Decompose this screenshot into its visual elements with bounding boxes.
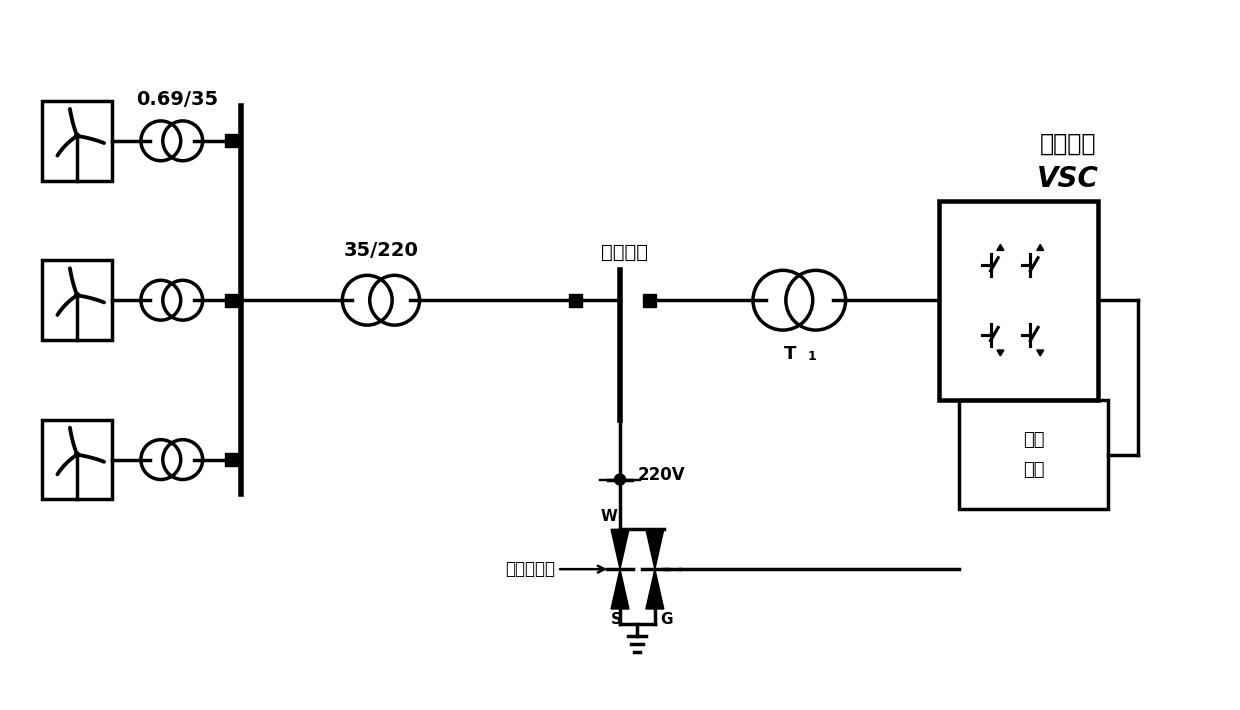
Text: VSC: VSC <box>1038 165 1099 192</box>
Text: W: W <box>600 509 618 524</box>
Bar <box>224 294 238 307</box>
Bar <box>569 294 582 307</box>
Text: 1: 1 <box>807 350 816 363</box>
Bar <box>959 400 1109 509</box>
Bar <box>644 294 656 307</box>
Text: 通道: 通道 <box>1023 461 1044 479</box>
Polygon shape <box>997 244 1004 251</box>
Polygon shape <box>1037 350 1044 356</box>
Text: 35/220: 35/220 <box>343 241 418 261</box>
Polygon shape <box>611 569 629 609</box>
Circle shape <box>615 474 625 485</box>
Text: 通信: 通信 <box>1023 431 1044 449</box>
Bar <box>42 420 112 499</box>
Text: G: G <box>660 612 672 627</box>
Text: S: S <box>611 612 622 627</box>
Bar <box>42 261 112 340</box>
Circle shape <box>74 293 79 297</box>
Bar <box>42 101 112 180</box>
Polygon shape <box>1037 244 1044 251</box>
Polygon shape <box>997 350 1004 356</box>
Polygon shape <box>646 569 663 609</box>
Text: 交流母线: 交流母线 <box>601 244 649 263</box>
Text: 220V: 220V <box>637 466 686 484</box>
Text: 双向晶闸管: 双向晶闸管 <box>505 560 556 578</box>
Circle shape <box>74 133 79 138</box>
Bar <box>224 453 238 466</box>
Text: 无源送端: 无源送端 <box>1040 132 1096 155</box>
Polygon shape <box>646 530 663 569</box>
Text: T: T <box>784 345 796 363</box>
Text: 0.69/35: 0.69/35 <box>135 90 218 109</box>
Bar <box>939 201 1099 400</box>
Bar <box>224 134 238 147</box>
Polygon shape <box>611 530 629 569</box>
Circle shape <box>74 452 79 457</box>
